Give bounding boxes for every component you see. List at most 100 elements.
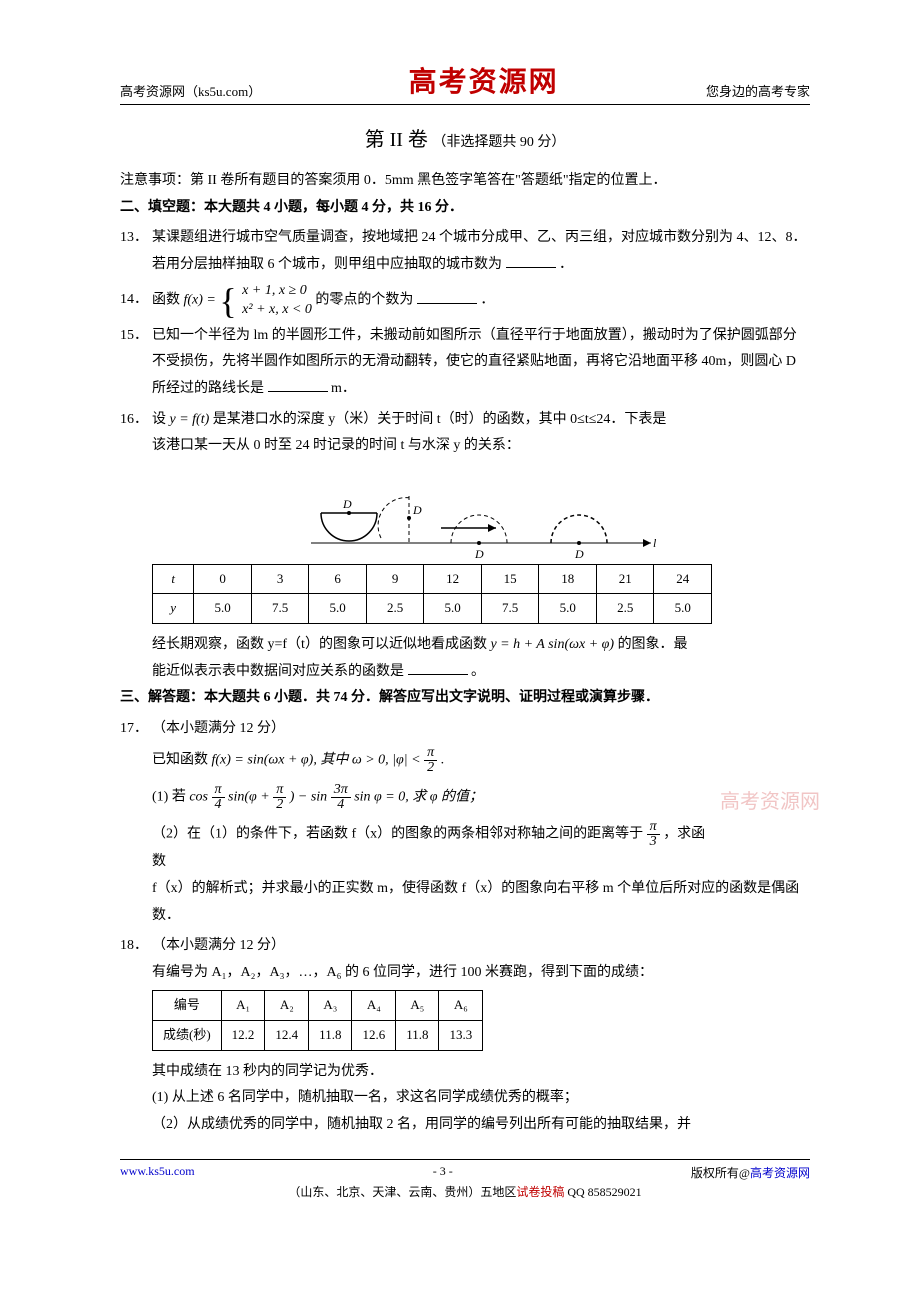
q18-part2: （2）从成绩优秀的同学中，随机抽取 2 名，用同学的编号列出所有可能的抽取结果，… [152, 1112, 810, 1139]
q18-head: （本小题满分 12 分） [152, 933, 810, 960]
q16-td: 2.5 [596, 594, 654, 624]
footer-row1: www.ks5u.com - 3 - 版权所有@高考资源网 [120, 1164, 810, 1181]
q16-td: 5.0 [654, 594, 712, 624]
q16-td: 6 [309, 564, 367, 594]
frac-den: 2 [424, 761, 437, 775]
header-left-text: 高考资源网（ks5u.com） [120, 81, 261, 100]
q13-body: 某课题组进行城市空气质量调查，按地域把 24 个城市分成甲、乙、丙三组，对应城市… [152, 225, 810, 278]
q16-line3b: 的图象．最 [618, 637, 688, 652]
q16-th-y: y [153, 594, 194, 624]
q14-post: 的零点的个数为 [315, 293, 413, 308]
q18-line1: 有编号为 A₁，A₂，A₃，…，A₆ 的 6 位同学，进行 100 米赛跑，得到… [152, 960, 810, 987]
q16-line4: 能近似表示表中数据间对应关系的函数是 [152, 664, 404, 679]
q14-body: 函数 f(x) = { x + 1, x ≥ 0 x² + x, x < 0 的… [152, 282, 810, 318]
watermark-text: 高考资源网 [720, 783, 820, 821]
q17-line1-frac: π 2 [424, 746, 437, 775]
q18-td: 12.4 [265, 1021, 309, 1051]
q14-fx: f(x) = [184, 293, 216, 308]
q17-p2-c: 数 [152, 849, 810, 876]
q18-number: 18． [120, 933, 152, 1138]
section-title-main: 第 II 卷 [365, 129, 428, 151]
q14-row1: x + 1, x ≥ 0 [242, 282, 312, 300]
q16-td: 5.0 [424, 594, 482, 624]
footer-line2-c: QQ 858529021 [564, 1185, 641, 1199]
q16-line1-b: 是某港口水的深度 y（米）关于时间 t（时）的函数，其中 0≤t≤24．下表是 [209, 412, 666, 427]
page: 高考资源网（ks5u.com） 高考资源网 您身边的高考专家 第 II 卷 （非… [0, 0, 920, 1302]
page-header: 高考资源网（ks5u.com） 高考资源网 您身边的高考专家 [120, 60, 810, 105]
q18-td: A₃ [309, 991, 352, 1021]
q16-td: 18 [539, 564, 597, 594]
question-14: 14． 函数 f(x) = { x + 1, x ≥ 0 x² + x, x <… [120, 282, 810, 318]
table-row: y 5.0 7.5 5.0 2.5 5.0 7.5 5.0 2.5 5.0 [153, 594, 712, 624]
q16-line2: 该港口某一天从 0 时至 24 时记录的时间 t 与水深 y 的关系： [152, 433, 810, 460]
q17-p2-a: （2）在（1）的条件下，若函数 f（x）的图象的两条相邻对称轴之间的距离等于 [152, 827, 643, 842]
q18-td: 11.8 [396, 1021, 439, 1051]
q18-table: 编号 A₁ A₂ A₃ A₄ A₅ A₆ 成绩(秒) 12.2 12.4 11.… [152, 990, 483, 1050]
q18-body: （本小题满分 12 分） 有编号为 A₁，A₂，A₃，…，A₆ 的 6 位同学，… [152, 933, 810, 1138]
q16-td: 12 [424, 564, 482, 594]
frac-den: 4 [212, 798, 225, 812]
q16-td: 24 [654, 564, 712, 594]
notice-text: 注意事项：第 II 卷所有题目的答案须用 0．5mm 黑色签字笔答在"答题纸"指… [120, 168, 810, 195]
q16-line3a: 经长期观察，函数 y=f（t）的图象可以近似地看成函数 [152, 637, 490, 652]
section-title-sub: （非选择题共 90 分） [432, 135, 565, 150]
q16-td: 5.0 [539, 594, 597, 624]
q17-p2-b: ，求函 [663, 827, 705, 842]
q16-td: 3 [251, 564, 309, 594]
q16-body: 设 y = f(t) 是某港口水的深度 y（米）关于时间 t（时）的函数，其中 … [152, 407, 810, 686]
footer-line2-a: （山东、北京、天津、云南、贵州）五地区 [288, 1185, 516, 1199]
frac-den: 2 [273, 798, 286, 812]
question-18: 18． （本小题满分 12 分） 有编号为 A₁，A₂，A₃，…，A₆ 的 6 … [120, 933, 810, 1138]
svg-text:D: D [574, 547, 584, 558]
question-17: 17． （本小题满分 12 分） 已知函数 f(x) = sin(ωx + φ)… [120, 716, 810, 929]
q14-number: 14． [120, 287, 152, 314]
q15-number: 15． [120, 323, 152, 403]
q14-piecewise-rows: x + 1, x ≥ 0 x² + x, x < 0 [242, 282, 312, 318]
q17-part2-row1: （2）在（1）的条件下，若函数 f（x）的图象的两条相邻对称轴之间的距离等于 π… [152, 820, 810, 849]
footer-line2: （山东、北京、天津、云南、贵州）五地区试卷投稿 QQ 858529021 [120, 1183, 810, 1200]
q15-tail: m． [331, 381, 356, 396]
q16-tail: 。 [471, 664, 485, 679]
svg-text:D: D [474, 547, 484, 558]
q18-td: A₆ [439, 991, 483, 1021]
q18-td: 11.8 [309, 1021, 352, 1051]
q18-td: 13.3 [439, 1021, 483, 1051]
q18-line2: 其中成绩在 13 秒内的同学记为优秀． [152, 1059, 810, 1086]
table-row: t 0 3 6 9 12 15 18 21 24 [153, 564, 712, 594]
svg-text:l: l [653, 536, 657, 550]
svg-text:D: D [342, 497, 352, 511]
svg-text:D: D [412, 503, 422, 517]
q17-p1-b: sin(φ + [228, 790, 270, 805]
q13-text: 某课题组进行城市空气质量调查，按地域把 24 个城市分成甲、乙、丙三组，对应城市… [152, 230, 807, 272]
q17-p1-a: cos [189, 790, 208, 805]
footer-right-b: 高考资源网 [750, 1166, 810, 1180]
body: 注意事项：第 II 卷所有题目的答案须用 0．5mm 黑色签字笔答在"答题纸"指… [120, 168, 810, 1139]
q16-line3: 经长期观察，函数 y=f（t）的图象可以近似地看成函数 y = h + A si… [152, 632, 810, 659]
frac-num: π [273, 783, 286, 798]
q18-row-label: 成绩(秒) [153, 1021, 222, 1051]
frac-den: 4 [331, 798, 351, 812]
q17-line1-fx: f(x) = sin(ωx + φ), 其中 ω > 0, |φ| < [212, 753, 421, 768]
q17-head: （本小题满分 12 分） [152, 716, 810, 743]
q15-blank [268, 377, 328, 392]
footer-line2-b: 试卷投稿 [516, 1185, 564, 1199]
footer-right-a: 版权所有@ [691, 1166, 750, 1180]
q18-td: A₁ [221, 991, 265, 1021]
q16-td: 2.5 [366, 594, 424, 624]
q17-p1-label: (1) 若 [152, 790, 189, 805]
q14-row2: x² + x, x < 0 [242, 301, 312, 319]
part3-heading: 三、解答题：本大题共 6 小题．共 74 分．解答应写出文字说明、证明过程或演算… [120, 685, 810, 712]
q14-pre: 函数 [152, 293, 184, 308]
q16-td: 5.0 [309, 594, 367, 624]
q13-number: 13． [120, 225, 152, 278]
header-right-text: 您身边的高考专家 [706, 81, 810, 100]
q18-td: A₂ [265, 991, 309, 1021]
q16-td: 0 [194, 564, 252, 594]
q17-p1-frac1: π 4 [212, 783, 225, 812]
q16-td: 5.0 [194, 594, 252, 624]
q16-line1: 设 y = f(t) 是某港口水的深度 y（米）关于时间 t（时）的函数，其中 … [152, 407, 810, 434]
q18-td: 12.2 [221, 1021, 265, 1051]
q18-th-label: 编号 [153, 991, 222, 1021]
footer-page-number: - 3 - [433, 1164, 453, 1181]
q16-blank [408, 660, 468, 675]
